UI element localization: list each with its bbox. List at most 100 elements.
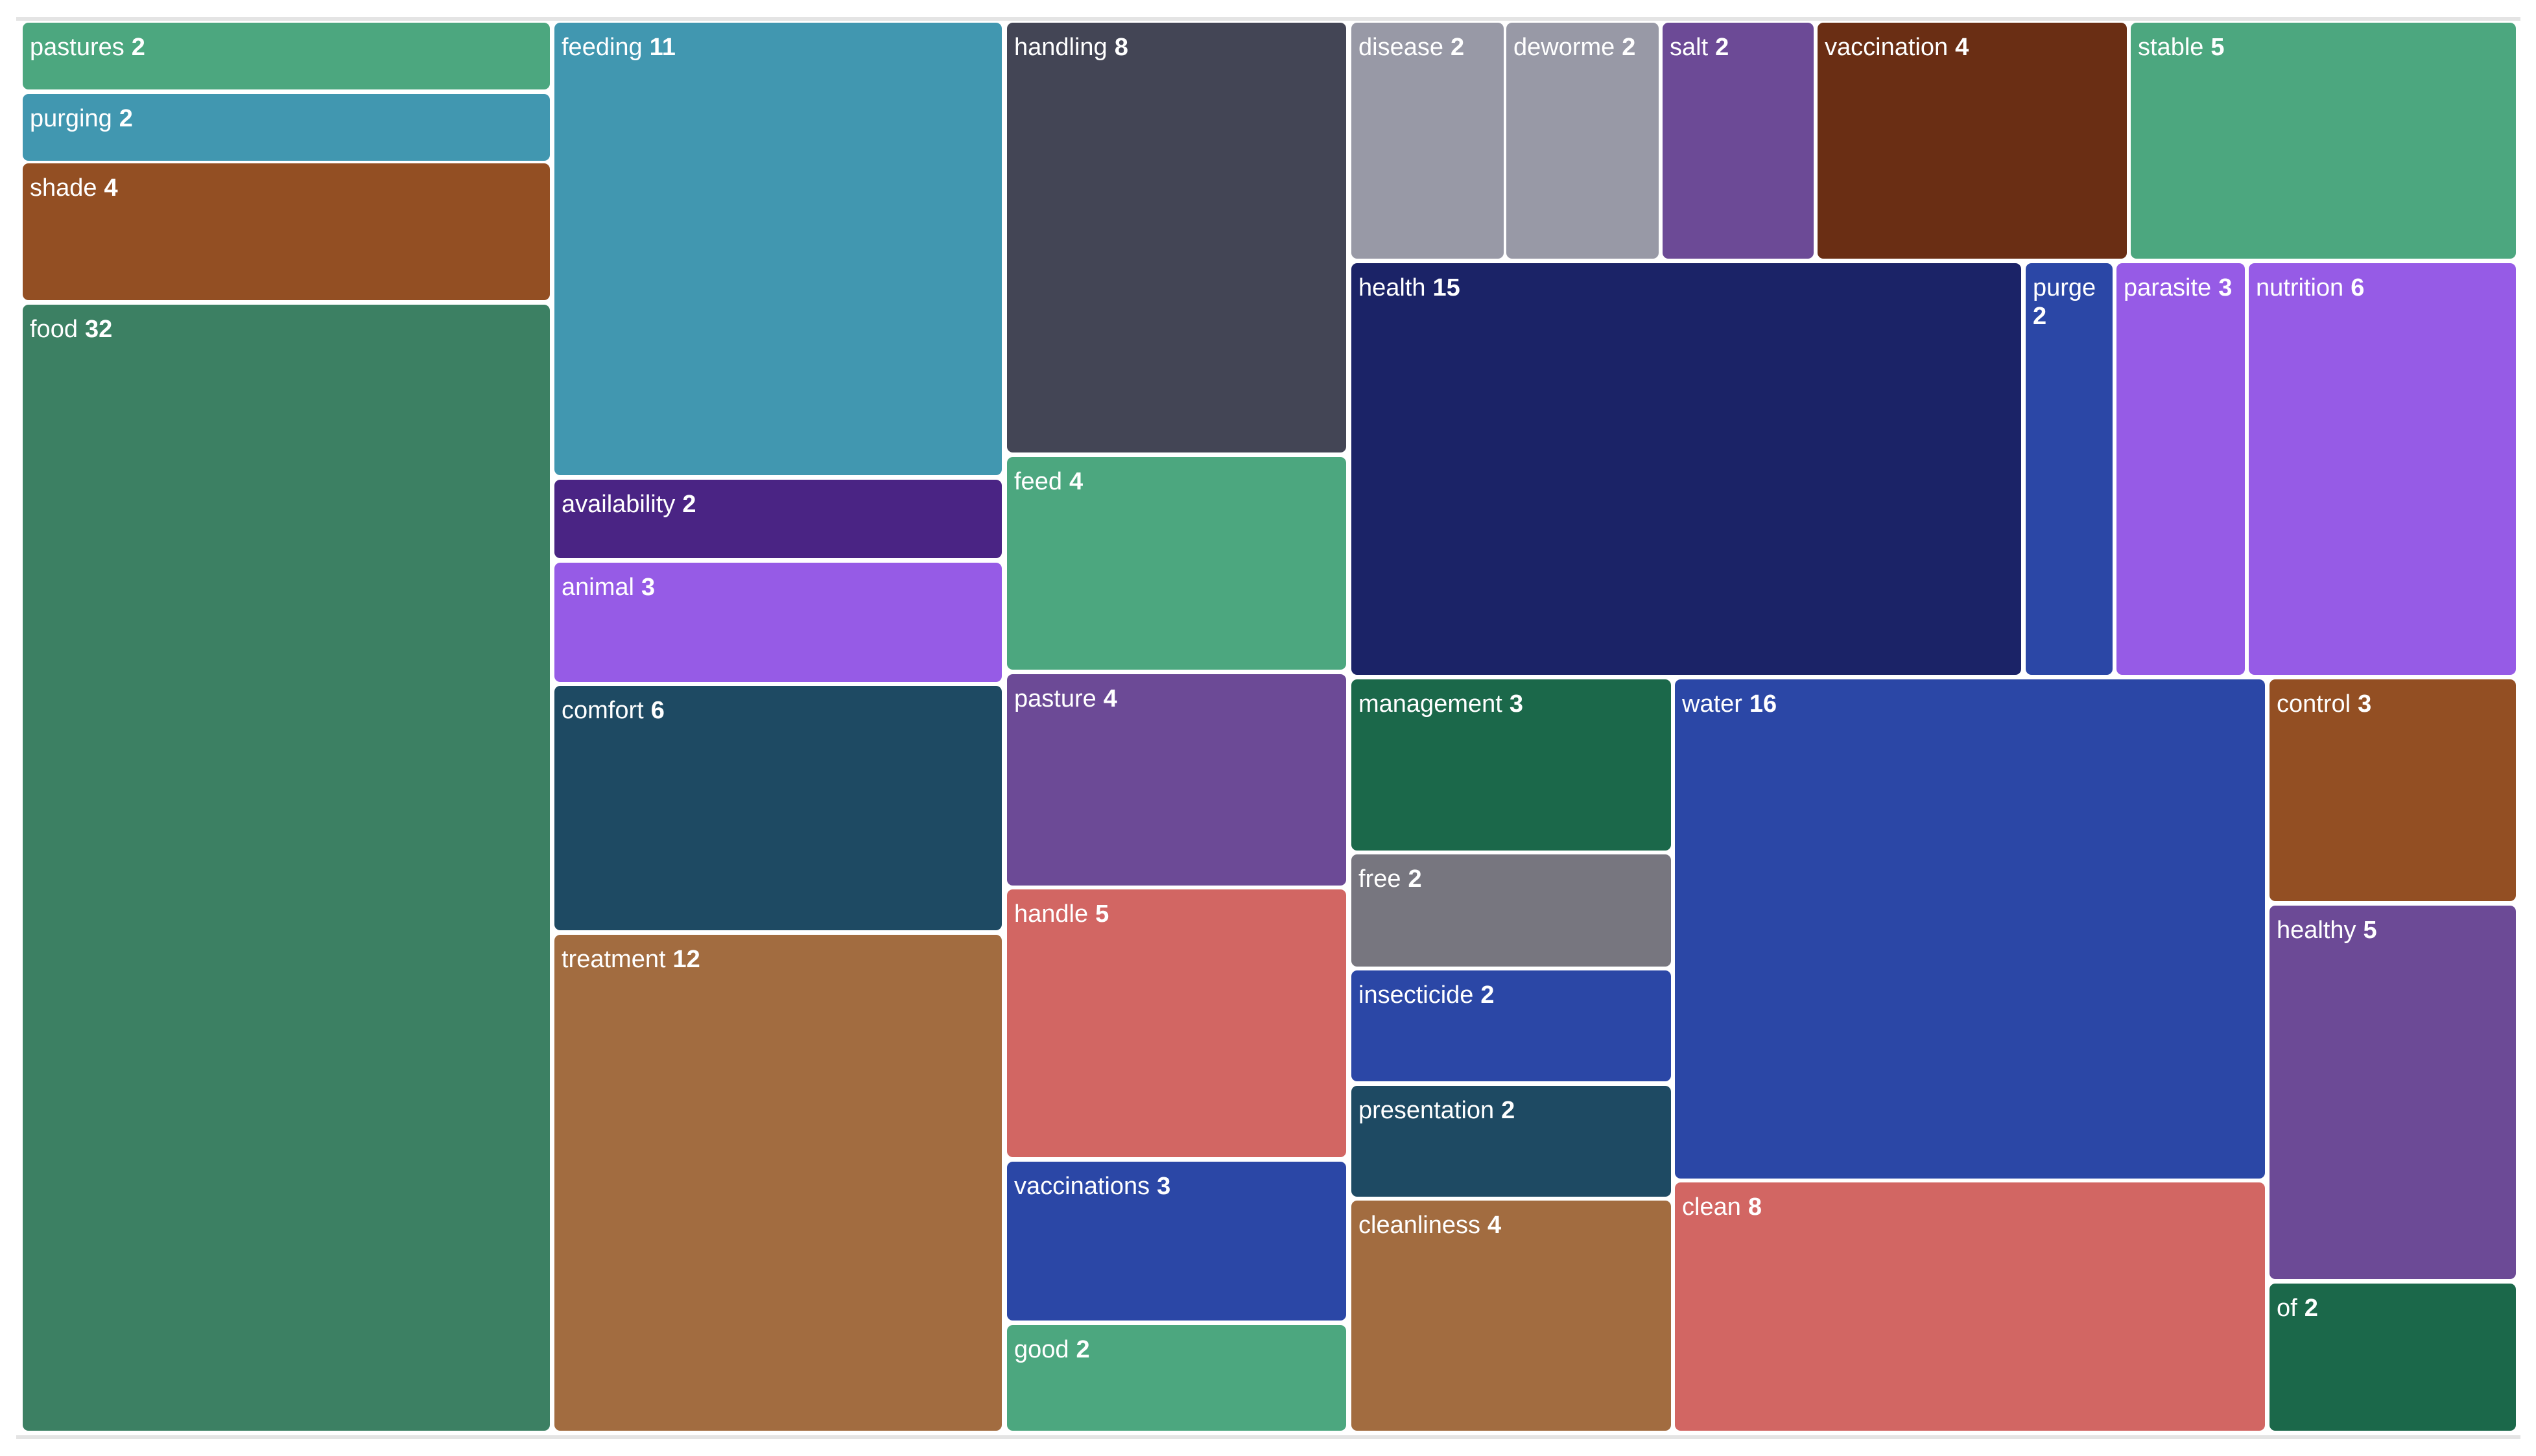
- treemap-tile-good[interactable]: good 2: [1007, 1325, 1346, 1431]
- treemap-tile-insecticide[interactable]: insecticide 2: [1351, 970, 1671, 1081]
- treemap-tile-animal[interactable]: animal 3: [554, 563, 1002, 682]
- treemap-tile-pastures[interactable]: pastures 2: [23, 23, 550, 89]
- treemap-tile-healthy[interactable]: healthy 5: [2269, 906, 2516, 1279]
- tile-value: 2: [2033, 303, 2047, 330]
- tile-label: healthy: [2277, 917, 2356, 944]
- treemap-tile-water[interactable]: water 16: [1675, 679, 2265, 1179]
- tile-value: 2: [119, 105, 133, 132]
- treemap-tile-feeding[interactable]: feeding 11: [554, 23, 1002, 475]
- treemap-tile-shade[interactable]: shade 4: [23, 163, 550, 300]
- tile-value: 4: [1069, 468, 1084, 495]
- tile-label: nutrition: [2256, 274, 2344, 301]
- tile-value: 2: [1408, 865, 1422, 893]
- tile-label: health: [1358, 274, 1426, 301]
- tile-label: parasite: [2124, 274, 2212, 301]
- treemap-tile-purge[interactable]: purge 2: [2026, 263, 2113, 675]
- treemap-tile-disease[interactable]: disease 2: [1351, 23, 1504, 259]
- tile-value: 2: [2304, 1295, 2318, 1322]
- tile-label: insecticide: [1358, 981, 1474, 1009]
- tile-label: purging: [30, 105, 112, 132]
- treemap-tile-control[interactable]: control 3: [2269, 679, 2516, 901]
- tile-value: 11: [649, 34, 676, 61]
- tile-value: 2: [131, 34, 145, 61]
- tile-label: animal: [562, 574, 634, 601]
- tile-value: 2: [1076, 1336, 1090, 1363]
- treemap-bottom-border: [16, 1435, 2520, 1439]
- treemap-tile-vaccinations[interactable]: vaccinations 3: [1007, 1162, 1346, 1321]
- tile-value: 16: [1749, 690, 1777, 718]
- tile-value: 32: [84, 316, 113, 343]
- tile-label: cleanliness: [1358, 1212, 1480, 1239]
- treemap-tile-availability[interactable]: availability 2: [554, 480, 1002, 558]
- tile-label: deworme: [1513, 34, 1615, 61]
- treemap-tile-vaccination[interactable]: vaccination 4: [1818, 23, 2127, 259]
- treemap-tile-handle[interactable]: handle 5: [1007, 889, 1346, 1157]
- treemap-tile-presentation[interactable]: presentation 2: [1351, 1086, 1671, 1197]
- treemap-tile-clean[interactable]: clean 8: [1675, 1182, 2265, 1431]
- tile-value: 2: [1480, 981, 1495, 1009]
- treemap-tile-free[interactable]: free 2: [1351, 854, 1671, 967]
- tile-value: 12: [672, 946, 700, 973]
- tile-label: availability: [562, 491, 676, 518]
- treemap-tile-treatment[interactable]: treatment 12: [554, 935, 1002, 1431]
- tile-value: 6: [2351, 274, 2365, 301]
- tile-label: treatment: [562, 946, 666, 973]
- tile-label: shade: [30, 174, 97, 202]
- tile-label: water: [1682, 690, 1742, 718]
- tile-label: vaccination: [1825, 34, 1949, 61]
- tile-label: good: [1014, 1336, 1069, 1363]
- tile-value: 4: [1103, 685, 1117, 712]
- treemap-top-border: [16, 17, 2520, 21]
- treemap-tile-management[interactable]: management 3: [1351, 679, 1671, 851]
- tile-value: 3: [2218, 274, 2233, 301]
- treemap-tile-handling[interactable]: handling 8: [1007, 23, 1346, 452]
- tile-value: 3: [2358, 690, 2372, 718]
- tile-label: comfort: [562, 697, 644, 724]
- tile-label: handling: [1014, 34, 1108, 61]
- treemap-tile-of[interactable]: of 2: [2269, 1284, 2516, 1431]
- tile-label: clean: [1682, 1193, 1741, 1221]
- tile-value: 3: [641, 574, 656, 601]
- tile-value: 5: [2363, 917, 2377, 944]
- tile-label: disease: [1358, 34, 1443, 61]
- tile-value: 15: [1432, 274, 1460, 301]
- treemap-tile-deworme[interactable]: deworme 2: [1506, 23, 1659, 259]
- tile-value: 5: [2210, 34, 2225, 61]
- treemap-tile-food[interactable]: food 32: [23, 305, 550, 1431]
- tile-value: 4: [1487, 1212, 1502, 1239]
- tile-label: free: [1358, 865, 1401, 893]
- tile-label: feeding: [562, 34, 643, 61]
- tile-label: management: [1358, 690, 1502, 718]
- tile-value: 2: [682, 491, 696, 518]
- tile-label: feed: [1014, 468, 1062, 495]
- tile-label: food: [30, 316, 78, 343]
- tile-value: 6: [650, 697, 665, 724]
- tile-value: 8: [1114, 34, 1128, 61]
- tile-label: salt: [1670, 34, 1709, 61]
- tile-value: 4: [1955, 34, 1969, 61]
- treemap-tile-stable[interactable]: stable 5: [2131, 23, 2516, 259]
- treemap-tile-pasture[interactable]: pasture 4: [1007, 674, 1346, 886]
- tile-value: 2: [1715, 34, 1729, 61]
- tile-label: of: [2277, 1295, 2297, 1322]
- treemap-tile-health[interactable]: health 15: [1351, 263, 2021, 675]
- treemap-tile-comfort[interactable]: comfort 6: [554, 686, 1002, 930]
- tile-label: handle: [1014, 900, 1089, 928]
- treemap-tile-cleanliness[interactable]: cleanliness 4: [1351, 1201, 1671, 1431]
- tile-label: stable: [2138, 34, 2204, 61]
- treemap-tile-feed[interactable]: feed 4: [1007, 457, 1346, 670]
- tile-label: vaccinations: [1014, 1173, 1150, 1200]
- treemap-tile-nutrition[interactable]: nutrition 6: [2249, 263, 2516, 675]
- tile-value: 3: [1509, 690, 1523, 718]
- tile-value: 2: [1450, 34, 1465, 61]
- treemap-tile-parasite[interactable]: parasite 3: [2116, 263, 2245, 675]
- tile-value: 2: [1501, 1097, 1515, 1124]
- treemap-tile-purging[interactable]: purging 2: [23, 94, 550, 161]
- tile-value: 3: [1157, 1173, 1171, 1200]
- tile-value: 5: [1095, 900, 1109, 928]
- tile-label: presentation: [1358, 1097, 1495, 1124]
- tile-label: pastures: [30, 34, 124, 61]
- tile-value: 8: [1748, 1193, 1762, 1221]
- treemap-tile-salt[interactable]: salt 2: [1663, 23, 1814, 259]
- tile-label: pasture: [1014, 685, 1096, 712]
